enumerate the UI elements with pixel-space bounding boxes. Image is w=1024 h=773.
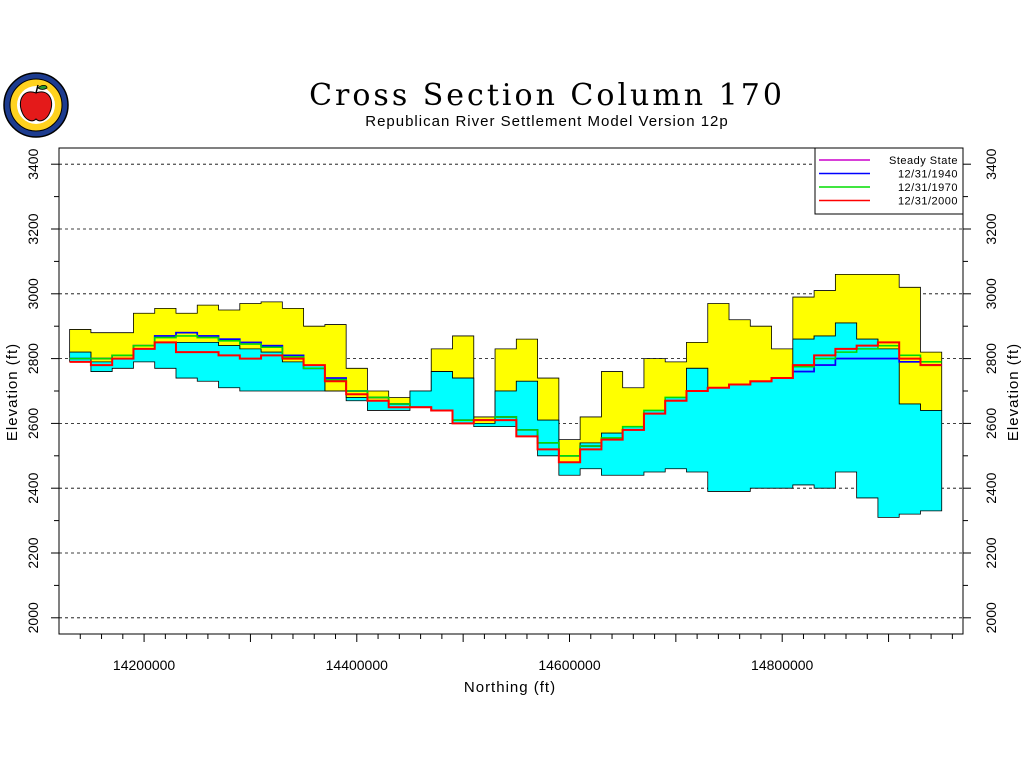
legend-label-0: Steady State (889, 155, 958, 167)
legend-label-2: 12/31/1970 (898, 182, 958, 194)
y-tick-label-right: 2400 (983, 472, 999, 503)
legend-label-1: 12/31/1940 (898, 169, 958, 181)
x-tick-label: 14600000 (538, 657, 601, 673)
y-tick-label-left: 2200 (25, 537, 41, 568)
y-tick-label-right: 2800 (983, 343, 999, 374)
y-tick-label-right: 2600 (983, 408, 999, 439)
series-line-3 (69, 341, 942, 464)
y-tick-label-left: 2600 (25, 408, 41, 439)
y-axis-label-right: Elevation (ft) (1005, 343, 1022, 441)
y-tick-label-left: 2400 (25, 472, 41, 503)
y-tick-label-left: 2800 (25, 343, 41, 374)
x-tick-label: 14800000 (751, 657, 814, 673)
y-tick-label-left: 3400 (25, 148, 41, 179)
y-tick-label-right: 3400 (983, 148, 999, 179)
chart-subtitle: Republican River Settlement Model Versio… (365, 113, 729, 130)
chart-title: Cross Section Column 170 (309, 78, 785, 113)
y-tick-label-right: 2000 (983, 602, 999, 633)
seal-logo (3, 72, 69, 138)
y-tick-label-left: 3200 (25, 213, 41, 244)
legend-label-3: 12/31/2000 (898, 196, 958, 208)
x-axis-label: Northing (ft) (464, 679, 556, 696)
x-tick-label: 14400000 (326, 657, 389, 673)
y-tick-label-right: 2200 (983, 537, 999, 568)
y-tick-label-right: 3200 (983, 213, 999, 244)
legend-box (814, 147, 964, 215)
y-axis-label-left: Elevation (ft) (4, 343, 21, 441)
x-tick-label: 14200000 (113, 657, 176, 673)
y-tick-label-right: 3000 (983, 278, 999, 309)
y-tick-label-left: 2000 (25, 602, 41, 633)
y-tick-label-left: 3000 (25, 278, 41, 309)
apple-icon (19, 84, 53, 122)
